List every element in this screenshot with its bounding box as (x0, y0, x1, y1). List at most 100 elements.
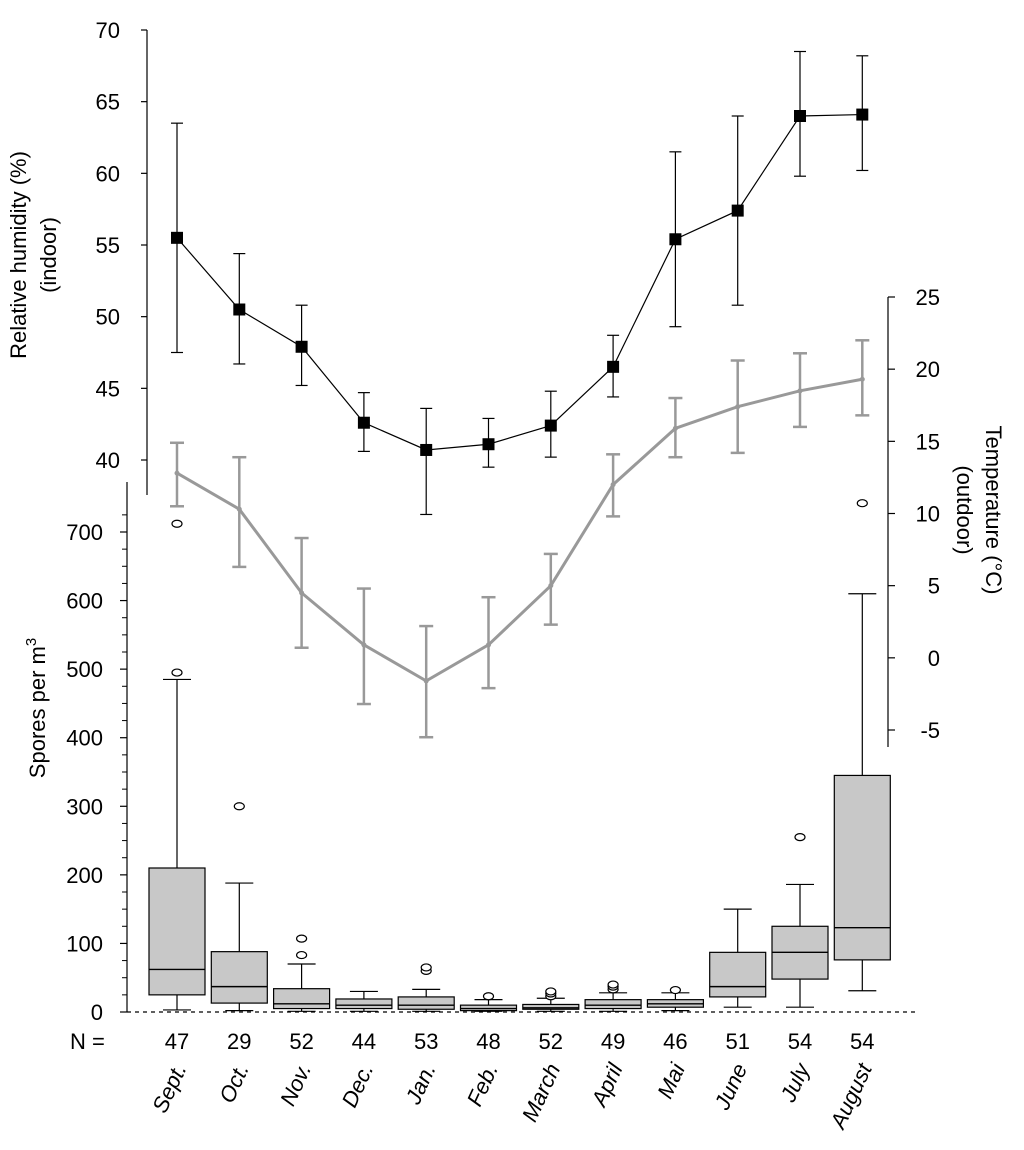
boxplot-Nov. (273, 934, 331, 1012)
box-iqr (584, 999, 642, 1010)
box-iqr (210, 951, 268, 1004)
temperature-point-July (793, 352, 807, 429)
n-values-row: 47 29 52 44 53 48 52 49 46 51 54 54 (165, 1029, 875, 1054)
humidity-marker (357, 416, 370, 429)
humidity-marker (544, 419, 557, 432)
month-labels: Sept. Oct. Nov. Dec. Jan. Feb. March April Mai Ju… (147, 1058, 877, 1134)
spores-tick-label: 200 (66, 863, 103, 888)
boxplot-March (522, 987, 580, 1012)
temperature-point-Oct. (232, 455, 247, 569)
humidity-marker (731, 204, 744, 217)
temperature-marker (361, 642, 367, 648)
month-label: March (517, 1060, 565, 1126)
boxplot-Sept. (148, 519, 206, 1011)
box-iqr (335, 998, 393, 1010)
boxplot-Feb. (459, 992, 518, 1012)
box-iqr (397, 996, 455, 1010)
month-label: April (586, 1059, 629, 1112)
boxplot-Oct. (210, 802, 268, 1012)
boxplot-Jan. (397, 963, 455, 1012)
box-outlier (545, 987, 557, 996)
box-outlier (171, 519, 183, 528)
temperature-axis: -5 0 5 10 15 20 25 (888, 285, 940, 743)
spores-axis: 0 100 200 300 400 500 600 700 (66, 514, 127, 1025)
boxplot-Mai (646, 985, 705, 1012)
temperature-marker (735, 404, 741, 410)
humidity-marker (607, 360, 620, 373)
temperature-point-Nov. (294, 536, 309, 649)
month-label: Jan. (400, 1060, 441, 1109)
temperature-point-Mai (668, 396, 683, 459)
month-label: Mai (652, 1059, 690, 1103)
temperature-point-Jan. (419, 624, 434, 739)
humidity-point-Nov. (295, 304, 308, 387)
humidity-tick-label: 55 (96, 233, 120, 258)
n-value: 53 (414, 1029, 438, 1054)
humidity-marker (295, 340, 308, 353)
humidity-point-Dec. (357, 392, 370, 452)
n-value: 52 (539, 1029, 563, 1054)
n-value: 29 (227, 1029, 251, 1054)
temperature-point-Feb. (481, 595, 496, 690)
box-iqr (273, 988, 331, 1010)
temperature-tick-label: 0 (928, 646, 940, 671)
spores-axis-title: Spores per m3 (23, 638, 50, 778)
temperature-marker (548, 583, 554, 589)
temperature-point-April (606, 453, 621, 518)
humidity-point-Feb. (482, 417, 495, 468)
temperature-tick-label: 10 (916, 502, 940, 527)
humidity-point-July (794, 50, 806, 177)
box-outlier (296, 950, 308, 960)
box-outlier (420, 963, 432, 972)
temperature-line (176, 377, 863, 683)
box-iqr (148, 867, 206, 996)
humidity-tick-label: 45 (96, 376, 120, 401)
temperature-marker (672, 425, 678, 431)
humidity-point-Jan. (420, 407, 433, 516)
boxplot-April (584, 980, 642, 1012)
humidity-tick-label: 60 (96, 161, 120, 186)
spores-tick-label: 100 (66, 931, 103, 956)
humidity-point-August (856, 55, 869, 172)
humidity-point-March (544, 390, 557, 458)
temperature-tick-label: 20 (916, 357, 940, 382)
temperature-point-Sept. (170, 441, 184, 508)
temperature-marker (859, 376, 865, 382)
month-label: Oct. (214, 1060, 254, 1107)
n-value: 51 (725, 1029, 749, 1054)
temperature-point-Dec. (356, 587, 371, 706)
temperature-tick-label: 5 (928, 574, 940, 599)
humidity-point-Mai (669, 151, 682, 328)
box-outlier (171, 668, 183, 677)
temperature-marker (299, 590, 305, 596)
boxplot-August (833, 499, 891, 992)
temperature-marker (797, 388, 803, 394)
spores-axis-title-text: Spores per m (25, 646, 50, 778)
temperature-series (170, 339, 870, 739)
month-label: Sept. (147, 1060, 191, 1117)
box-outlier (607, 980, 619, 989)
boxplot-June (709, 908, 767, 1008)
box-outlier (856, 499, 868, 508)
spores-tick-label: 700 (66, 520, 103, 545)
humidity-tick-label: 65 (96, 90, 120, 115)
spores-tick-label: 300 (66, 794, 103, 819)
month-label: June (709, 1060, 752, 1115)
humidity-point-Sept. (171, 122, 183, 354)
temperature-marker (486, 642, 491, 648)
temperature-axis-title-line2: (outdoor) (952, 465, 977, 554)
box-outlier (233, 802, 245, 811)
humidity-axis-title-line1: Relative humidity (%) (6, 151, 31, 359)
humidity-marker (669, 233, 682, 246)
humidity-series (171, 50, 869, 516)
month-label: Feb. (462, 1060, 503, 1110)
month-label: July (775, 1058, 815, 1107)
temperature-point-June (730, 359, 745, 455)
temperature-point-August (855, 339, 870, 417)
humidity-point-April (607, 334, 620, 398)
spores-tick-label: 500 (66, 657, 103, 682)
spores-tick-label: 400 (66, 726, 103, 751)
boxplot-Dec. (335, 990, 393, 1012)
temperature-tick-label: 15 (916, 429, 940, 454)
